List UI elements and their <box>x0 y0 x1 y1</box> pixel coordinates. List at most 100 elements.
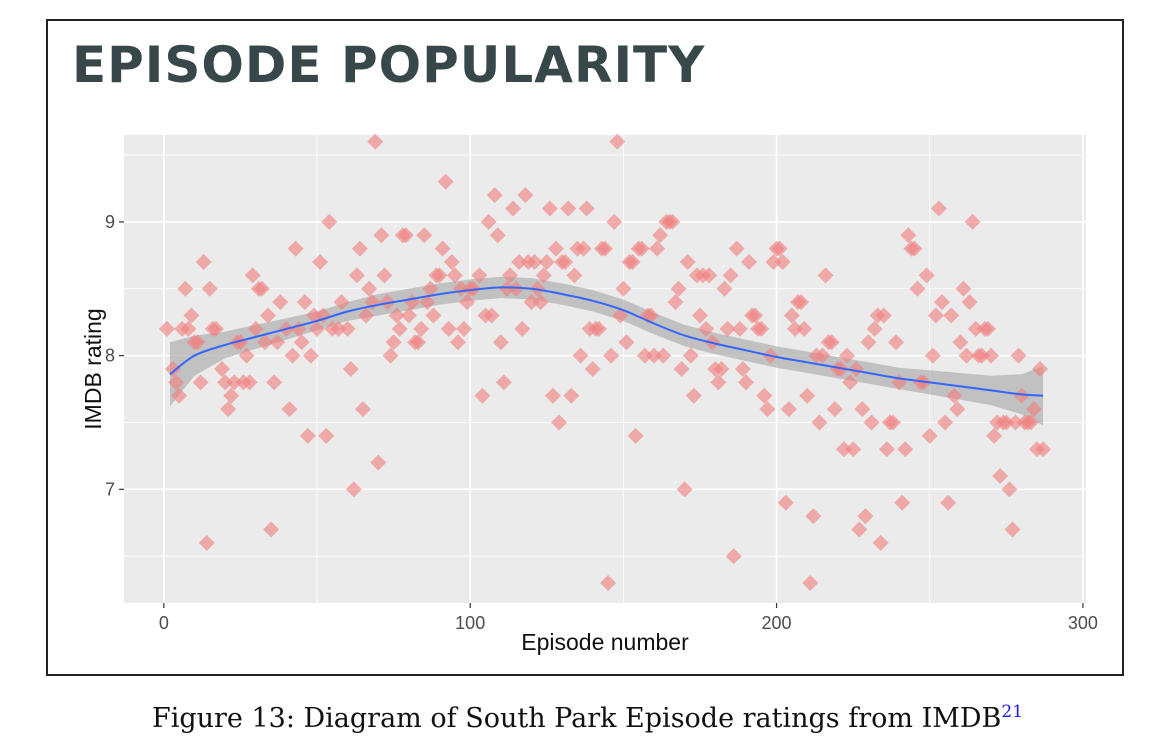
data-point <box>802 574 819 591</box>
data-point <box>158 320 175 337</box>
data-point <box>388 307 405 324</box>
data-point <box>358 307 375 324</box>
data-point <box>508 280 525 297</box>
data-point <box>563 387 580 404</box>
data-point <box>796 320 813 337</box>
data-point <box>1013 387 1030 404</box>
data-point <box>498 280 515 297</box>
data-point <box>817 267 834 284</box>
data-point <box>361 280 378 297</box>
data-point <box>633 240 650 257</box>
data-point <box>955 280 972 297</box>
data-point <box>811 414 828 431</box>
data-point <box>857 508 874 525</box>
axes: 0 100 200 300 7 8 9 <box>105 212 1098 633</box>
data-point <box>924 347 941 364</box>
data-point <box>492 334 509 351</box>
data-point <box>964 213 981 230</box>
data-point <box>603 347 620 364</box>
data-point <box>575 240 592 257</box>
data-point <box>875 307 892 324</box>
data-point <box>440 320 457 337</box>
slide-title: EPISODE POPULARITY <box>72 36 706 94</box>
data-point <box>538 254 555 271</box>
data-point <box>698 320 715 337</box>
data-point <box>419 294 436 311</box>
data-point <box>382 347 399 364</box>
data-point <box>888 334 905 351</box>
data-point <box>449 334 466 351</box>
data-point <box>486 187 503 204</box>
data-point <box>446 267 463 284</box>
data-point <box>615 280 632 297</box>
data-point <box>480 213 497 230</box>
data-point <box>192 374 209 391</box>
x-tick-label: 100 <box>455 613 485 633</box>
data-point <box>535 267 552 284</box>
data-point <box>284 347 301 364</box>
data-point <box>165 361 182 377</box>
data-point <box>937 414 954 431</box>
data-point <box>943 307 960 324</box>
data-point <box>1010 347 1027 364</box>
data-point <box>333 294 350 311</box>
data-point <box>263 521 280 538</box>
data-point <box>667 294 684 311</box>
data-point <box>168 374 185 391</box>
data-point <box>826 401 843 418</box>
data-point <box>547 240 564 257</box>
data-point <box>679 254 696 271</box>
data-point <box>872 534 889 551</box>
data-point <box>765 254 782 271</box>
data-point <box>247 320 264 337</box>
data-point <box>416 227 433 244</box>
data-point <box>774 254 791 271</box>
data-point <box>544 387 561 404</box>
data-point <box>437 173 454 190</box>
y-tick-label: 7 <box>105 479 115 499</box>
data-point <box>930 200 947 217</box>
minor-gridlines <box>124 135 1086 603</box>
data-point <box>609 133 626 150</box>
data-point <box>474 387 491 404</box>
data-point <box>321 213 338 230</box>
data-point <box>318 427 335 444</box>
data-point <box>422 280 439 297</box>
data-point <box>783 307 800 324</box>
data-point <box>1032 361 1049 377</box>
data-point <box>940 494 957 511</box>
data-point <box>183 307 200 324</box>
data-point <box>740 254 757 271</box>
data-point <box>590 320 607 337</box>
plot-panel <box>124 135 1086 603</box>
data-point <box>685 387 702 404</box>
data-point <box>223 387 240 404</box>
data-point <box>701 267 718 284</box>
data-point <box>878 441 895 458</box>
data-point <box>691 307 708 324</box>
data-point <box>597 240 613 257</box>
data-point <box>710 374 727 391</box>
data-point <box>805 508 822 525</box>
data-point <box>786 320 803 337</box>
data-point <box>584 361 601 377</box>
data-point <box>431 267 448 284</box>
data-point <box>410 334 427 351</box>
data-point <box>385 334 402 351</box>
data-point <box>998 414 1015 431</box>
data-point <box>348 267 365 284</box>
data-point <box>716 280 733 297</box>
data-point <box>220 401 237 418</box>
data-point <box>973 347 990 364</box>
data-point <box>189 334 206 351</box>
data-point <box>376 267 393 284</box>
data-point <box>897 441 914 458</box>
data-point <box>351 240 368 257</box>
data-point <box>1022 414 1039 431</box>
data-point <box>1001 481 1018 498</box>
x-tick-label: 200 <box>762 613 792 633</box>
footnote-ref[interactable]: 21 <box>1001 702 1024 722</box>
data-point <box>514 320 531 337</box>
data-point <box>719 320 736 337</box>
data-point <box>483 307 500 324</box>
